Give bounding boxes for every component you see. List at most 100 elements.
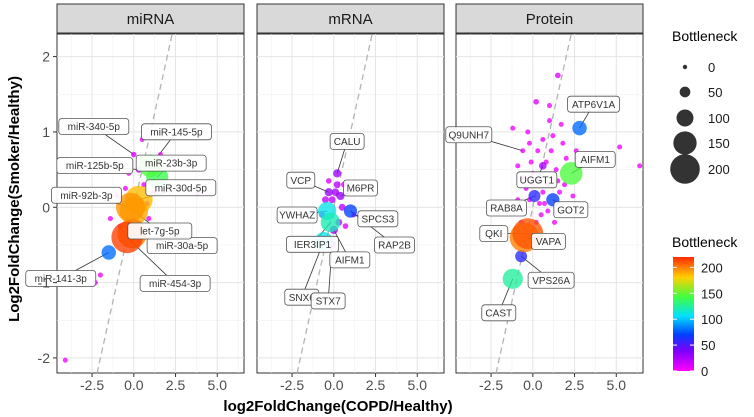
data-point (535, 148, 541, 154)
label-box (574, 150, 616, 168)
data-point (107, 216, 113, 222)
label-box (527, 271, 575, 289)
point-label: miR-92b-3p (60, 191, 113, 202)
data-point (540, 136, 546, 142)
data-point (570, 193, 576, 199)
color-legend-title: Bottleneck (672, 234, 738, 250)
reference-line (296, 33, 373, 374)
x-tick-label: 5.0 (208, 377, 228, 393)
size-legend-label: 100 (708, 111, 730, 126)
data-point-m6pr (336, 191, 345, 201)
label-box (127, 222, 193, 240)
data-point (146, 216, 152, 222)
label-box (481, 304, 517, 322)
strip-label: miRNA (127, 11, 175, 28)
label-box (56, 157, 134, 175)
point-label: miR-145-5p (150, 127, 203, 138)
label-box (58, 118, 130, 135)
reference-line (495, 33, 572, 374)
label-box (286, 171, 316, 189)
panel-background (256, 33, 445, 374)
data-point (555, 72, 561, 79)
y-tick-label: 0 (42, 199, 50, 215)
point-label: miR-454-3p (149, 279, 202, 290)
x-tick-label: 2.5 (565, 377, 585, 393)
size-legend-label: 0 (708, 60, 715, 75)
data-point (557, 189, 563, 195)
data-point (548, 148, 554, 154)
x-tick-label: 2.5 (366, 377, 386, 393)
label-box (516, 171, 558, 189)
data-point (546, 118, 553, 124)
point-label: miR-23b-3p (145, 159, 198, 170)
x-tick-label: -2.5 (80, 377, 104, 393)
point-label: CAST (485, 308, 512, 319)
size-legend-label: 150 (708, 136, 730, 151)
point-label: miR-30d-5p (155, 183, 208, 194)
size-legend-label: 50 (708, 85, 722, 100)
size-legend-key (682, 64, 688, 70)
data-point (338, 203, 346, 211)
data-point-rap2b (343, 204, 358, 218)
point-label: QKI (485, 229, 502, 240)
x-axis-title: log2FoldChange(COPD/Healthy) (223, 398, 452, 415)
data-point (515, 163, 521, 169)
data-point-aifm1 (559, 162, 583, 185)
data-point-q9unh7 (520, 148, 526, 154)
point-label: RAB8A (490, 204, 523, 215)
label-box (25, 270, 97, 287)
color-bar-label: 200 (701, 260, 723, 275)
x-tick-label: -2.5 (280, 377, 304, 393)
color-bar-label: 150 (701, 286, 723, 301)
point-label: miR-141-3p (35, 274, 88, 285)
data-point (545, 208, 551, 214)
data-point-cast (502, 268, 523, 289)
data-point (536, 200, 542, 207)
label-box (553, 201, 589, 219)
x-tick-label: 5.0 (408, 377, 428, 393)
data-point-mir-92b-3p (115, 192, 145, 222)
data-point (541, 200, 548, 207)
label-box (357, 210, 399, 228)
data-point (546, 103, 553, 109)
data-point (533, 98, 539, 105)
data-point (328, 196, 336, 204)
data-point (540, 189, 546, 195)
label-box (310, 292, 346, 310)
data-point (510, 125, 516, 131)
data-point (550, 133, 556, 139)
data-point (62, 357, 68, 363)
size-legend-label: 200 (708, 162, 730, 177)
x-tick-label: 0.0 (523, 377, 543, 393)
data-point-mir-340-5p (130, 151, 137, 158)
x-tick-label: -2.5 (479, 377, 503, 393)
color-bar-label: 50 (701, 338, 715, 353)
label-box (374, 236, 415, 254)
label-box (145, 179, 217, 197)
data-point (141, 182, 147, 188)
data-point (321, 196, 329, 204)
size-legend-key (673, 131, 697, 155)
data-point (558, 121, 564, 127)
panel-mirna: miRNA miR-141-3p miR-454-3p miR-30a-5p let-7… (25, 3, 245, 393)
point-label: VAPA (536, 237, 562, 248)
point-label: VPS26A (532, 276, 570, 287)
point-label: SPCS3 (361, 214, 394, 225)
color-bar (673, 257, 694, 371)
x-tick-label: 2.5 (166, 377, 186, 393)
label-box (329, 132, 365, 150)
y-tick-label: 2 (42, 49, 50, 65)
point-label: M6PR (347, 184, 375, 195)
point-label: miR-340-5p (68, 122, 121, 133)
facet-panels: miRNA miR-141-3p miR-454-3p miR-30a-5p let-7… (25, 3, 644, 393)
size-legend-key (670, 154, 700, 184)
label-box (276, 206, 318, 224)
data-point (553, 167, 559, 173)
point-label: miR-30a-5p (156, 241, 209, 252)
data-point (342, 223, 349, 229)
label-box (343, 179, 378, 197)
size-legend-title: Bottleneck (672, 28, 738, 44)
strip-protein (455, 3, 644, 34)
panel-protein: Protein ATP6V1A AIFM1 Q9UNH7 UGGT1 RAB8A GOT2 Q… (445, 3, 644, 393)
